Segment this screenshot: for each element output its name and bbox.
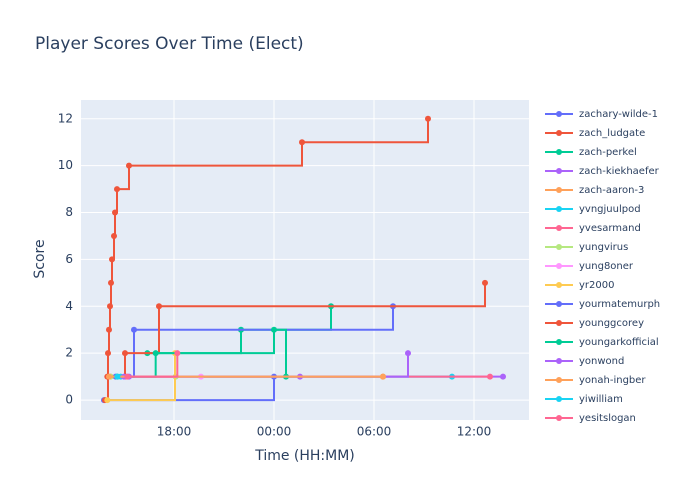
- legend-marker: [556, 111, 562, 117]
- legend-marker: [556, 339, 562, 345]
- legend-marker: [556, 244, 562, 250]
- data-point: [425, 115, 431, 122]
- legend-label[interactable]: yr2000: [579, 280, 614, 291]
- legend-label[interactable]: younggcorey: [579, 318, 644, 329]
- legend-label[interactable]: yesitslogan: [579, 413, 636, 424]
- legend[interactable]: zachary-wilde-1 zach_ludgate zach-perkel za…: [545, 109, 660, 424]
- data-point: [126, 162, 132, 169]
- axes: 0 2 4 6 8 10 12 18:00 00:00 06:00 12:00: [58, 111, 492, 438]
- y-axis-label: Score: [32, 239, 48, 278]
- legend-marker: [556, 396, 562, 402]
- legend-marker: [556, 149, 562, 155]
- data-point: [380, 373, 386, 380]
- legend-marker: [556, 415, 562, 421]
- legend-label[interactable]: yungvirus: [579, 242, 628, 253]
- data-point: [109, 256, 115, 263]
- data-point: [174, 350, 181, 357]
- step-line: [127, 353, 179, 378]
- step-line: [107, 353, 176, 402]
- legend-label[interactable]: yvesarmand: [579, 223, 641, 234]
- x-tick-label: 00:00: [257, 425, 292, 439]
- plot: [101, 115, 506, 404]
- legend-label[interactable]: zach_ludgate: [579, 128, 645, 139]
- legend-label[interactable]: zach-perkel: [579, 147, 637, 158]
- legend-label[interactable]: zach-kiekhaefer: [579, 166, 660, 177]
- data-point: [104, 397, 111, 404]
- y-tick-label: 2: [65, 346, 73, 360]
- legend-label[interactable]: zachary-wilde-1: [579, 109, 658, 120]
- data-point: [111, 232, 117, 239]
- chart-title: Player Scores Over Time (Elect): [35, 34, 304, 54]
- legend-marker: [556, 358, 562, 364]
- data-point: [108, 279, 114, 286]
- data-point: [131, 326, 137, 333]
- legend-marker: [556, 206, 562, 212]
- data-point: [405, 350, 411, 357]
- data-point: [122, 350, 128, 357]
- x-axis-label: Time (HH:MM): [254, 448, 355, 464]
- legend-label[interactable]: yung8oner: [579, 261, 634, 272]
- data-point: [106, 326, 112, 333]
- data-point: [105, 350, 111, 357]
- data-point: [482, 279, 488, 286]
- y-tick-label: 6: [65, 252, 73, 266]
- y-tick-label: 0: [65, 393, 73, 407]
- y-tick-label: 4: [65, 299, 73, 313]
- legend-marker: [556, 320, 562, 326]
- x-tick-label: 12:00: [457, 425, 492, 439]
- data-point: [487, 373, 493, 380]
- data-point: [114, 373, 121, 380]
- legend-label[interactable]: yonah-ingber: [579, 375, 646, 386]
- legend-marker: [556, 187, 562, 193]
- y-tick-label: 8: [65, 205, 73, 219]
- legend-label[interactable]: yonwond: [579, 356, 624, 367]
- legend-marker: [556, 377, 562, 383]
- data-point: [152, 350, 159, 357]
- data-point: [500, 373, 506, 380]
- data-point: [271, 326, 277, 333]
- legend-label[interactable]: yourmatemurph: [579, 299, 660, 310]
- legend-label[interactable]: yvngjuulpod: [579, 204, 641, 215]
- legend-label[interactable]: youngarkofficial: [579, 337, 659, 348]
- plot-area: [81, 100, 529, 420]
- legend-label[interactable]: zach-aaron-3: [579, 185, 644, 196]
- data-point: [114, 186, 120, 193]
- data-point: [107, 303, 113, 310]
- data-point: [124, 373, 131, 380]
- legend-marker: [556, 130, 562, 136]
- data-point: [156, 303, 162, 310]
- y-tick-label: 12: [58, 111, 73, 125]
- x-tick-label: 06:00: [357, 425, 392, 439]
- legend-marker: [556, 263, 562, 269]
- legend-marker: [556, 282, 562, 288]
- legend-marker: [556, 168, 562, 174]
- legend-label[interactable]: yiwilliam: [579, 394, 623, 405]
- data-point: [106, 373, 112, 380]
- data-point: [299, 139, 305, 146]
- legend-marker: [556, 301, 562, 307]
- x-tick-label: 18:00: [157, 425, 192, 439]
- legend-marker: [556, 225, 562, 231]
- data-point: [112, 209, 118, 216]
- y-tick-label: 10: [58, 158, 73, 172]
